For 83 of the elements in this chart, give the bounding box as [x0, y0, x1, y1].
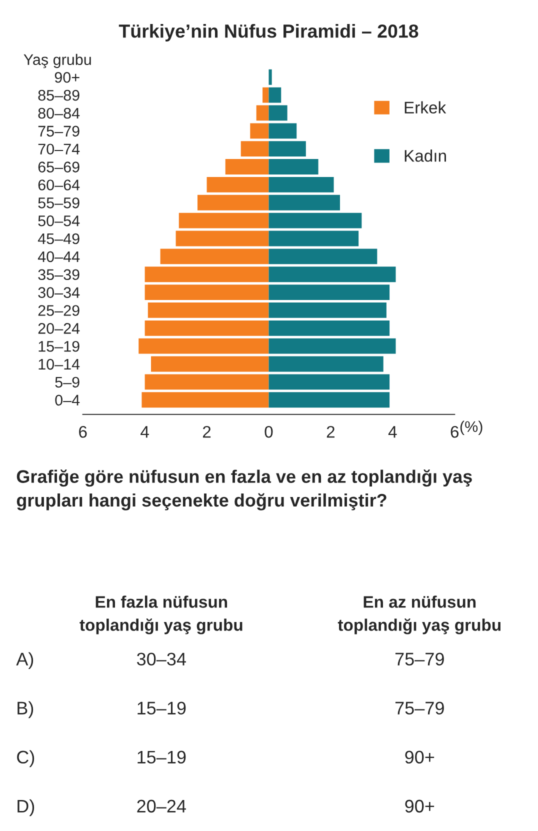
x-tick-label: 2 [326, 426, 334, 438]
bar [268, 87, 282, 103]
bar [160, 248, 269, 264]
x-tick-label: 4 [140, 426, 149, 438]
x-tick-label: 6 [79, 426, 87, 438]
text: 20–24 [137, 800, 186, 813]
bar [268, 392, 390, 408]
y-tick-label: 30–34 [38, 287, 80, 298]
y-tick-label: 80–84 [38, 108, 80, 119]
bar [268, 338, 396, 354]
y-tick-label: 60–64 [38, 180, 80, 190]
text: A) [16, 652, 34, 670]
bar [268, 356, 384, 372]
text: C) [17, 750, 34, 768]
text: B) [18, 701, 34, 718]
bar [268, 212, 362, 228]
y-tick-label: 5–9 [55, 376, 80, 388]
bar [148, 302, 269, 318]
bar [144, 284, 269, 300]
text: 75–79 [395, 702, 444, 715]
y-tick-label: 25–29 [38, 305, 80, 316]
text: D) [18, 799, 34, 816]
y-tick-label: 20–24 [38, 323, 80, 334]
y-tick-label: 40–44 [38, 251, 80, 262]
text: 90+ [405, 750, 434, 764]
chart-title: Türkiye’nin Nüfus Piramidi – 2018 [118, 24, 418, 42]
bar [142, 392, 269, 408]
y-tick-label: 65–69 [38, 162, 80, 172]
bar [144, 374, 269, 390]
x-tick-label: 2 [202, 426, 211, 438]
bar [225, 159, 269, 174]
y-tick-label: 70–74 [38, 144, 80, 155]
y-axis-title: Yaş grubu [24, 54, 91, 68]
text: En az nüfusun toplandığı yaş grubu [338, 596, 500, 634]
bar [206, 176, 269, 192]
bar [151, 356, 269, 372]
x-tick-label: 0 [264, 426, 273, 438]
text: 15–19 [138, 702, 186, 715]
text: 75–79 [395, 652, 444, 666]
bar [250, 123, 269, 139]
bar [268, 105, 288, 121]
bar [268, 320, 390, 336]
bar [144, 320, 269, 336]
bar [178, 212, 269, 228]
bar [268, 194, 340, 210]
y-tick-label: 15–19 [38, 340, 80, 352]
text: 15–19 [138, 750, 186, 764]
y-tick-label: 0–4 [55, 394, 80, 406]
x-tick-label: 4 [388, 426, 397, 438]
bar [197, 194, 269, 210]
bar [268, 248, 378, 264]
y-tick-label: 50–54 [38, 215, 80, 226]
bar [268, 302, 386, 318]
bar [268, 141, 306, 157]
bar [176, 230, 269, 246]
y-tick-label: 75–79 [38, 126, 80, 137]
text: En fazla nüfusun toplandığı yaş grubu [80, 596, 242, 634]
text: Grafiğe göre nüfusun en fazla ve en az toplandığı yaş grupları hangi seçenekte doğru verilmiştir? [16, 470, 472, 510]
bar [268, 374, 390, 390]
y-tick-label: 55–59 [38, 198, 80, 208]
bar [268, 266, 396, 282]
bar [268, 69, 272, 85]
legend-label: Erkek [404, 101, 446, 114]
y-tick-label: 85–89 [38, 90, 80, 101]
bar [240, 141, 269, 157]
text: 90+ [405, 800, 434, 813]
legend-label: Kadın [404, 150, 446, 162]
y-tick-label: 10–14 [38, 358, 80, 370]
bar [256, 105, 269, 121]
x-tick-label: 6 [450, 426, 459, 438]
y-tick-label: 90+ [54, 72, 80, 83]
bar [268, 230, 359, 246]
x-axis-title: (%) [460, 420, 482, 436]
bar [268, 176, 334, 192]
y-tick-label: 45–49 [38, 233, 80, 244]
y-tick-label: 35–39 [38, 269, 80, 280]
text: 30–34 [136, 652, 186, 666]
bar [268, 284, 390, 300]
bar [262, 87, 269, 103]
bar [144, 266, 269, 282]
bar [268, 159, 318, 174]
bar [138, 338, 269, 354]
bar [268, 123, 297, 139]
